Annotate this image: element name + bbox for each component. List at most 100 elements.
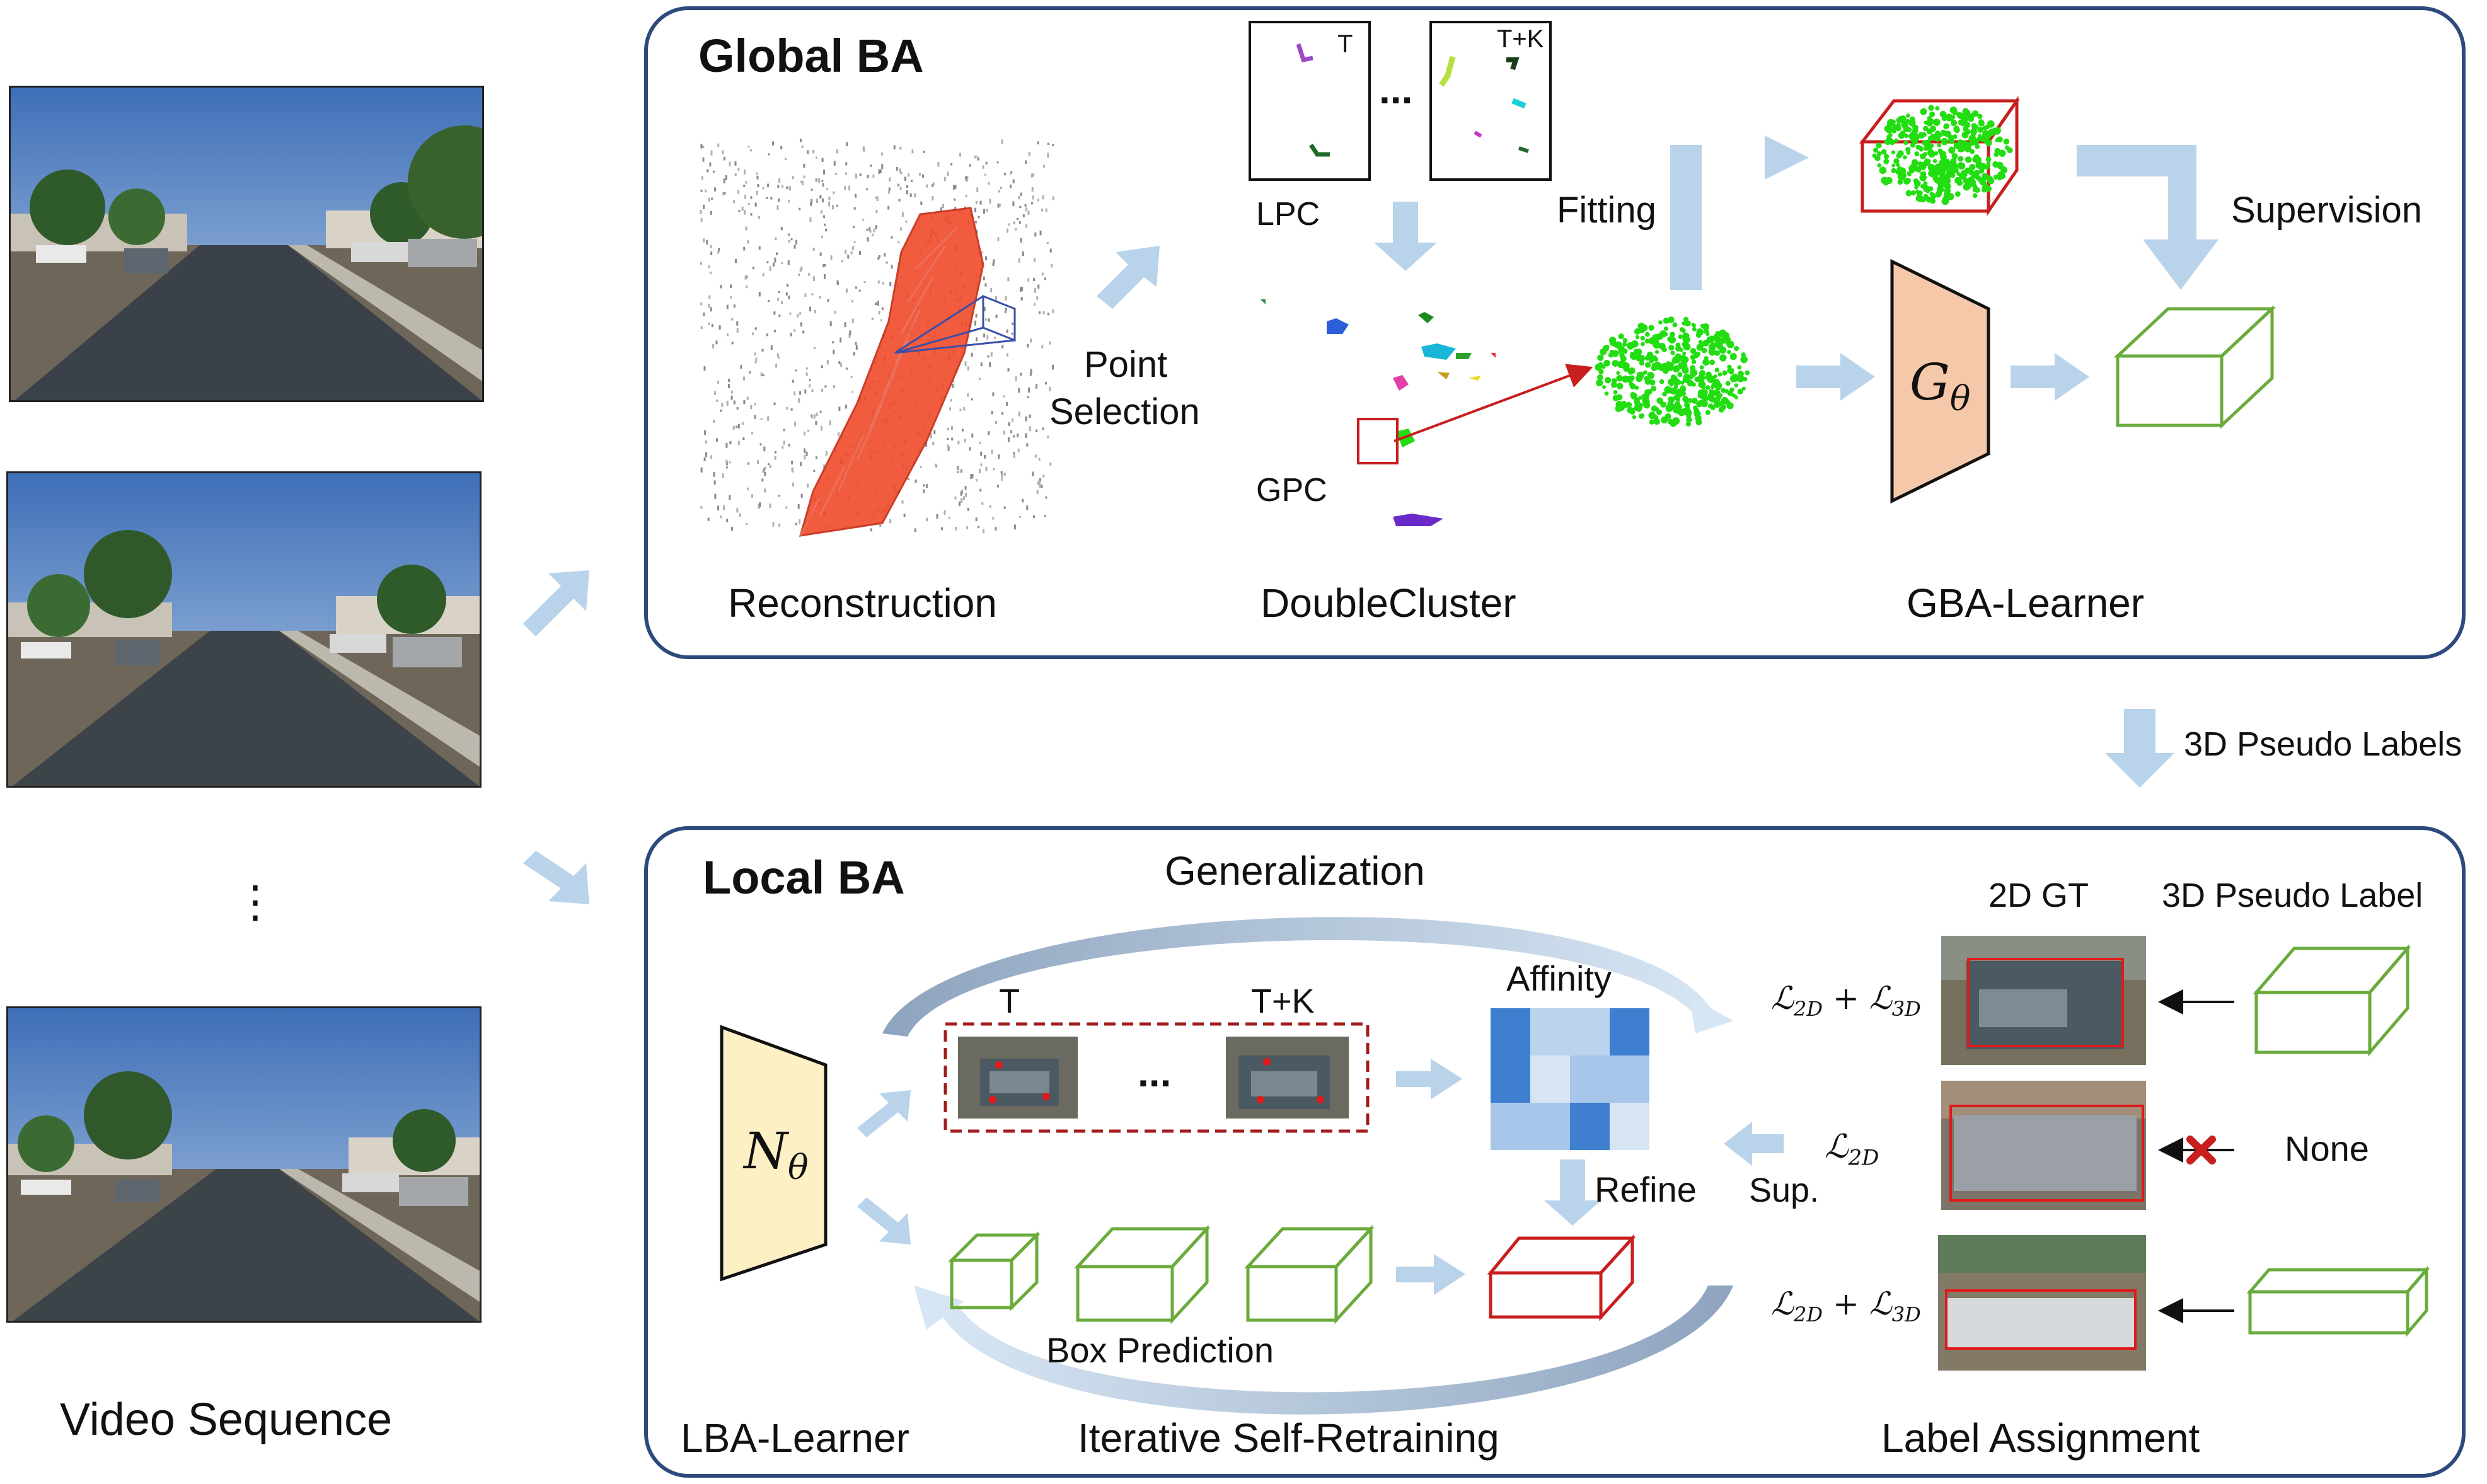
cluster-point — [1670, 387, 1677, 395]
scatter-point — [961, 489, 964, 495]
scatter-point — [1042, 475, 1045, 478]
scatter-point — [772, 141, 775, 146]
zoomed-cluster — [1595, 316, 1750, 427]
scatter-point — [750, 405, 753, 410]
scatter-point — [744, 194, 746, 199]
scatter-point — [780, 301, 783, 304]
scatter-point — [967, 393, 969, 397]
cluster-point — [1948, 146, 1956, 154]
scatter-point — [983, 306, 986, 311]
cluster-point — [1627, 403, 1632, 407]
scatter-point — [710, 455, 713, 459]
cluster-point — [1674, 403, 1681, 410]
scatter-point — [754, 327, 757, 330]
scatter-point — [807, 429, 810, 432]
scatter-point — [942, 204, 945, 209]
scatter-point — [878, 255, 880, 258]
generalization-label: Generalization — [1165, 848, 1425, 894]
scatter-point — [745, 226, 747, 231]
scatter-point — [991, 411, 993, 415]
cluster-point — [1600, 348, 1607, 355]
scatter-point — [878, 311, 880, 314]
cluster-point — [1919, 174, 1927, 181]
scatter-point — [790, 238, 793, 241]
cluster-point — [1666, 360, 1671, 365]
scatter-point — [963, 406, 966, 411]
scatter-point — [914, 193, 916, 198]
scatter-point — [813, 414, 816, 419]
cluster-point — [1598, 369, 1604, 375]
scatter-point — [743, 400, 746, 405]
scatter-point — [985, 256, 988, 261]
scatter-point — [705, 189, 707, 193]
sup-loss: ℒ2D — [1825, 1128, 1879, 1171]
scatter-point — [1008, 223, 1010, 226]
scatter-point — [1052, 309, 1054, 314]
scatter-point — [747, 462, 750, 465]
cluster-point — [1644, 389, 1651, 396]
scatter-point — [962, 496, 965, 500]
cluster-point — [1617, 360, 1625, 369]
cluster-point — [1894, 138, 1899, 143]
cluster-point — [1956, 112, 1963, 118]
scatter-point — [1049, 386, 1051, 391]
scatter-point — [1027, 210, 1030, 216]
scatter-point — [863, 147, 865, 152]
scatter-point — [971, 433, 974, 438]
cluster-point — [1915, 166, 1921, 173]
cluster-point — [1958, 162, 1963, 168]
cluster-point — [1696, 328, 1704, 336]
scatter-point — [803, 163, 805, 168]
scatter-point — [702, 146, 705, 149]
cluster-point — [1672, 357, 1677, 362]
scatter-point — [799, 207, 801, 210]
scatter-point — [878, 169, 880, 175]
cluster-point — [1986, 140, 1992, 146]
scatter-point — [740, 365, 742, 369]
scatter-point — [1003, 173, 1006, 176]
scatter-point — [792, 482, 795, 487]
scatter-point — [749, 149, 752, 152]
scatter-point — [948, 517, 950, 519]
cluster-point — [1961, 115, 1968, 122]
scatter-point — [823, 215, 826, 219]
cluster-point — [1740, 355, 1748, 364]
cluster-point — [1672, 322, 1678, 328]
affinity-cell — [1570, 1055, 1610, 1103]
affinity-cell — [1610, 1103, 1649, 1150]
cluster-point — [1692, 326, 1697, 331]
scatter-point — [736, 407, 739, 410]
cluster-point — [1713, 374, 1717, 379]
cluster-point — [1702, 359, 1710, 366]
scatter-point — [717, 251, 720, 254]
scatter-point — [724, 192, 726, 195]
scatter-point — [884, 253, 886, 257]
cluster-point — [1961, 171, 1968, 178]
cluster-point — [1905, 190, 1912, 197]
cluster-point — [1982, 173, 1989, 181]
scatter-point — [786, 186, 788, 190]
scatter-point — [989, 362, 991, 367]
cluster-point — [1654, 350, 1659, 354]
scatter-point — [844, 322, 846, 327]
cluster-point — [1682, 351, 1687, 355]
scatter-point — [1019, 287, 1022, 292]
scatter-point — [960, 469, 962, 473]
scatter-point — [1010, 430, 1012, 434]
scatter-point — [828, 201, 831, 207]
scatter-point — [978, 216, 980, 219]
scatter-point — [778, 357, 780, 359]
cluster-point — [1670, 331, 1675, 337]
scatter-point — [1029, 372, 1032, 376]
cluster-point — [1620, 355, 1627, 362]
scatter-point — [899, 168, 901, 173]
supervision-arrow — [2077, 145, 2219, 290]
scatter-point — [1003, 473, 1006, 476]
cluster-point — [1917, 195, 1924, 202]
scatter-point — [825, 451, 828, 456]
scatter-point — [1036, 429, 1038, 432]
cluster-point — [1707, 336, 1711, 341]
scatter-point — [787, 260, 790, 265]
cluster-point — [1922, 132, 1927, 137]
scatter-point — [850, 251, 853, 255]
